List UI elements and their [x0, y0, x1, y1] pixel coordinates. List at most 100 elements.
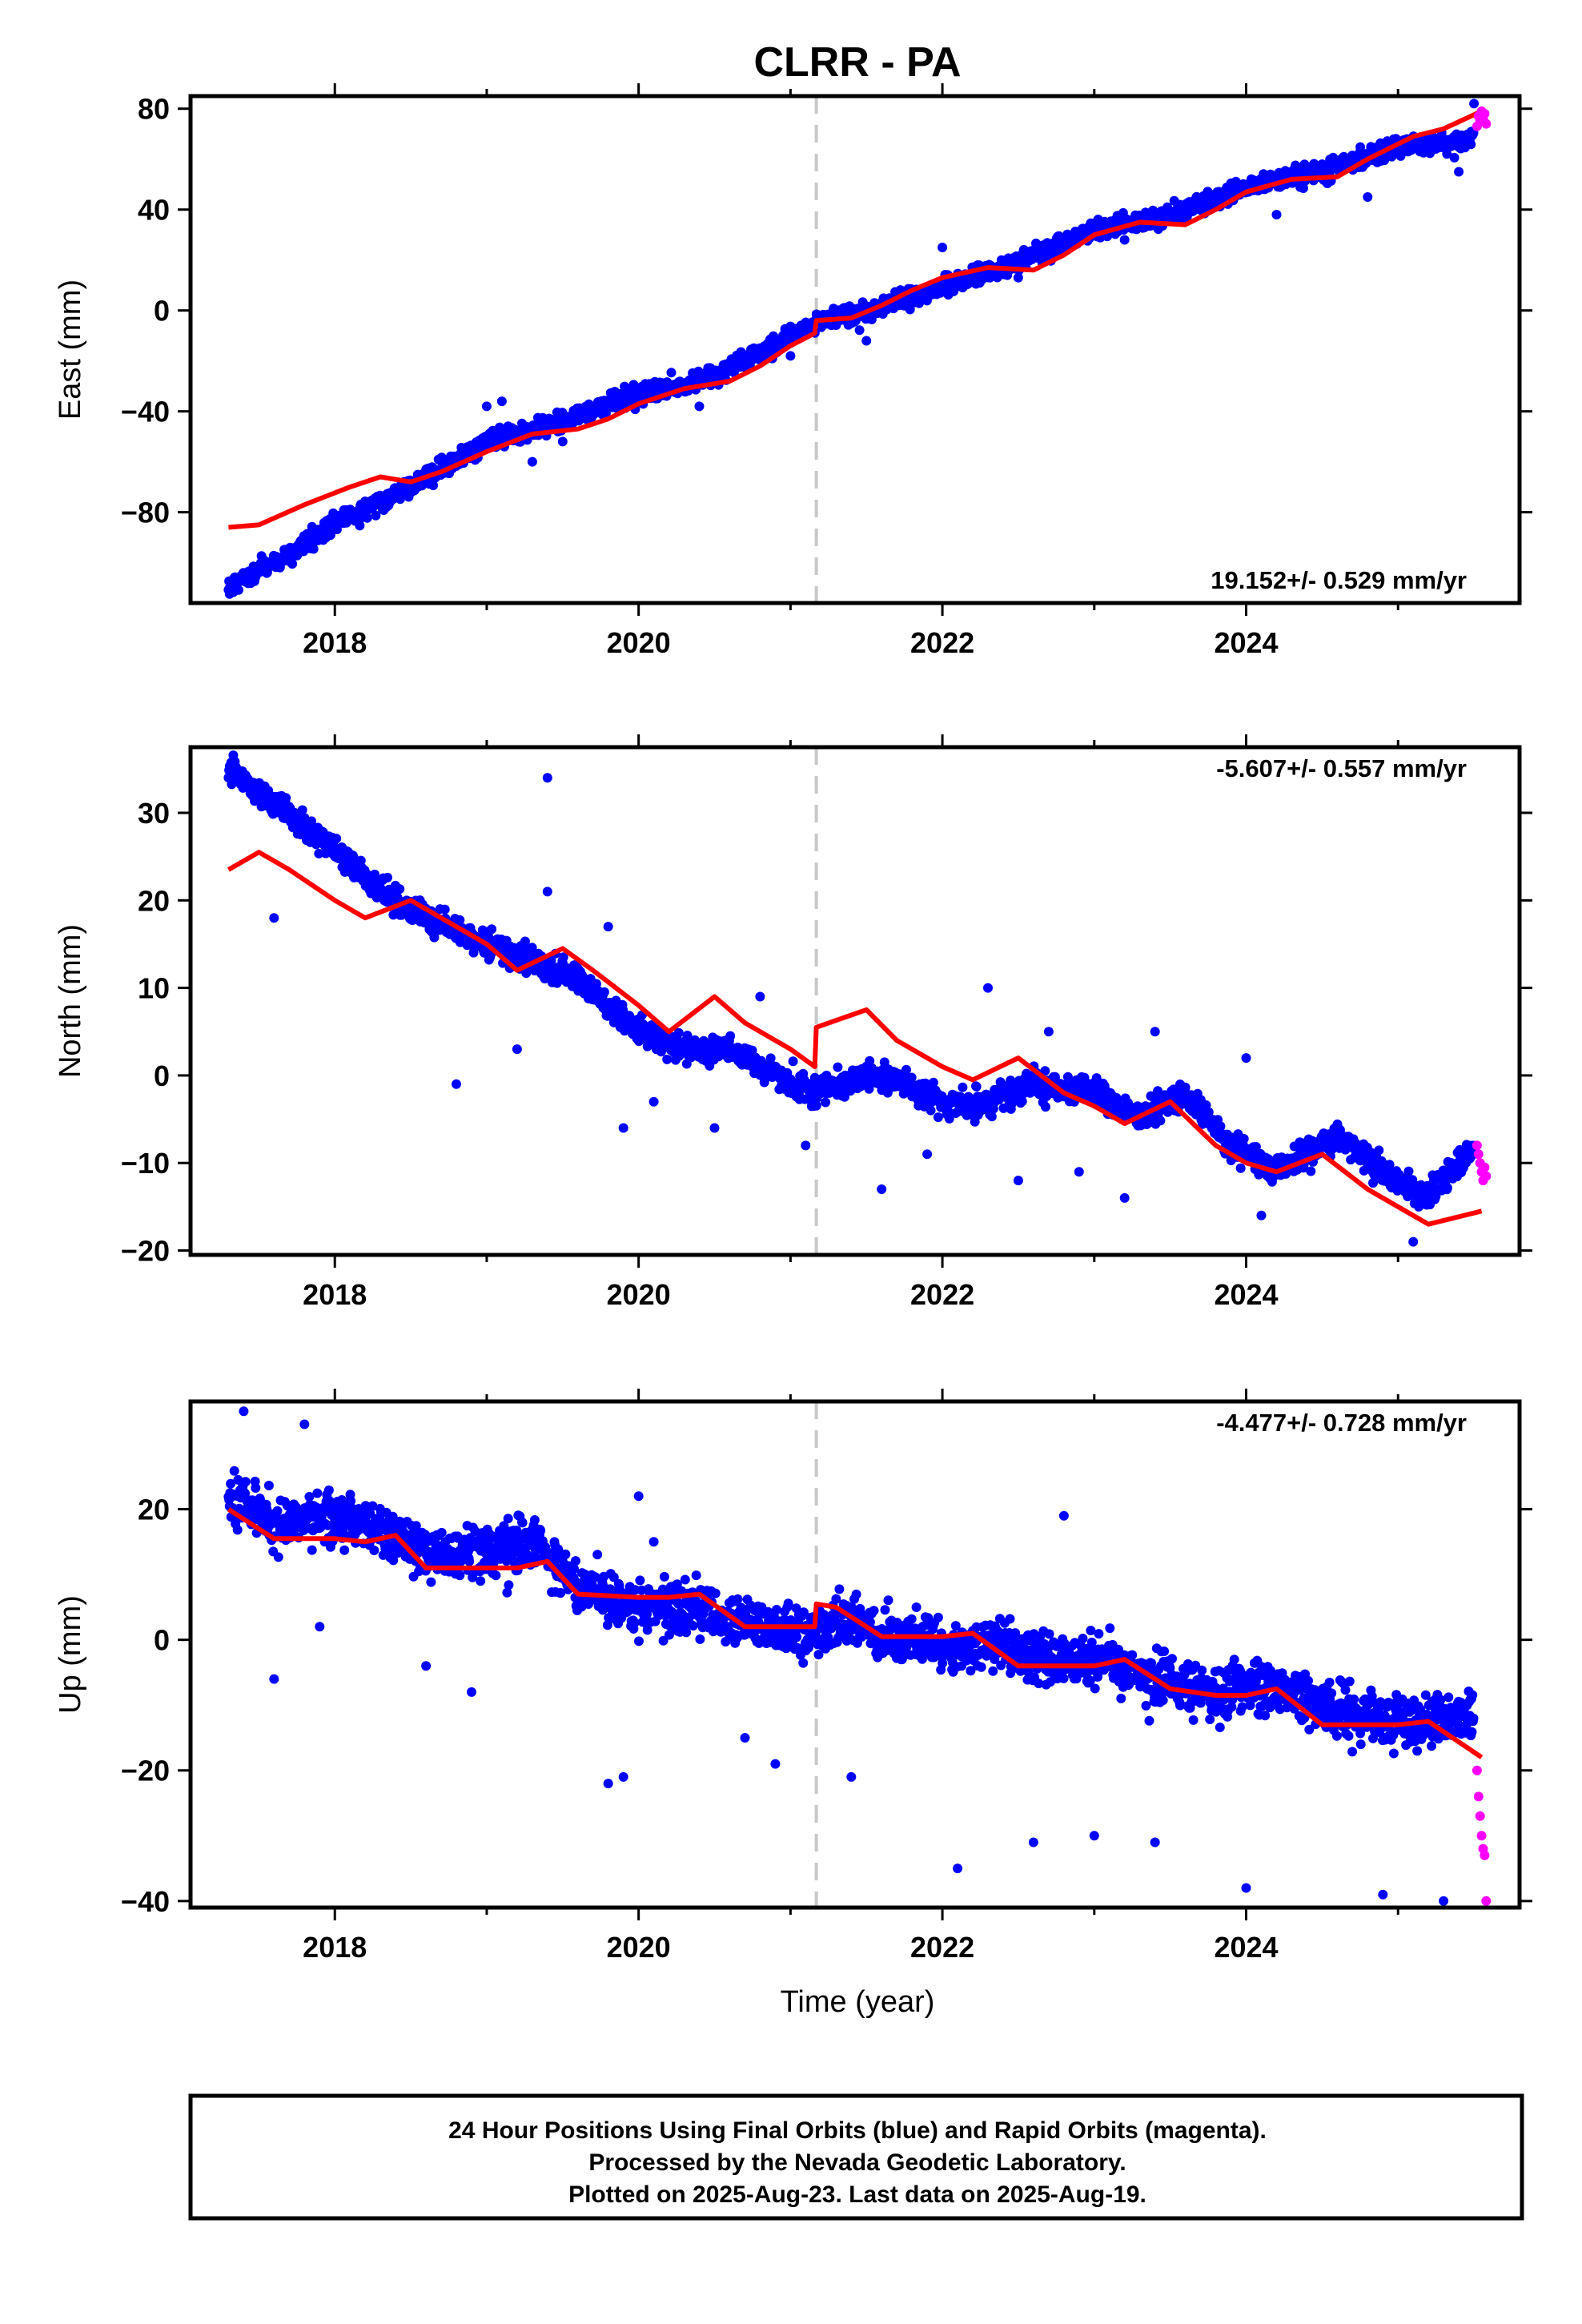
x-tick-label: 2022 — [910, 1278, 974, 1311]
outlier-point — [922, 1149, 933, 1160]
final-point — [1235, 1163, 1246, 1173]
outlier-point — [1256, 1210, 1267, 1220]
final-point — [1251, 1142, 1261, 1152]
rapid-point — [1480, 109, 1490, 119]
y-axis-label: North (mm) — [54, 924, 87, 1078]
final-point — [395, 884, 405, 895]
final-point — [232, 1525, 243, 1535]
final-point — [428, 480, 439, 491]
final-point — [733, 1042, 743, 1052]
outlier-point — [1119, 1192, 1130, 1203]
plot-area — [223, 1401, 1492, 1908]
rapid-orbit-points — [1472, 1140, 1492, 1186]
final-point — [864, 1084, 874, 1094]
x-tick-label: 2020 — [607, 1278, 671, 1311]
final-point — [297, 805, 307, 815]
final-point — [362, 513, 372, 523]
final-point — [455, 915, 465, 925]
plot-area — [223, 96, 1492, 603]
final-point — [725, 1031, 736, 1041]
outlier-point — [801, 1140, 811, 1151]
y-tick-label: −10 — [121, 1147, 170, 1180]
outlier-point — [1013, 1176, 1023, 1186]
final-point — [440, 904, 450, 915]
final-point — [662, 1054, 673, 1064]
final-point — [307, 1545, 317, 1555]
outlier-point — [785, 351, 796, 361]
rapid-orbit-points — [1472, 106, 1492, 131]
outlier-point — [1150, 1027, 1160, 1037]
y-tick-label: −40 — [121, 396, 170, 428]
final-point — [229, 1466, 239, 1476]
final-point — [1442, 149, 1452, 159]
outlier-point — [557, 436, 568, 447]
final-point — [1299, 183, 1308, 193]
velocity-rate-label: -5.607+/- 0.557 mm/yr — [1216, 754, 1467, 782]
rapid-point — [1480, 1162, 1490, 1172]
model-fit-line — [227, 850, 1483, 1227]
outlier-point — [861, 336, 872, 346]
rapid-point — [1481, 119, 1492, 129]
final-point — [487, 924, 497, 935]
outlier-point — [709, 1123, 720, 1133]
outlier-point — [496, 396, 507, 407]
final-point — [371, 510, 381, 521]
outlier-point — [542, 773, 552, 783]
outlier-point — [481, 401, 492, 412]
rapid-point — [1473, 1149, 1484, 1160]
x-tick-label: 2022 — [910, 626, 974, 659]
final-point — [673, 1027, 684, 1038]
outlier-point — [1271, 210, 1282, 219]
final-point — [943, 1107, 954, 1116]
final-orbit-points — [223, 750, 1479, 1247]
final-point — [281, 793, 291, 803]
rapid-point — [1481, 1171, 1492, 1181]
final-point — [520, 936, 530, 947]
y-tick-label: 40 — [138, 194, 170, 227]
y-tick-label: −20 — [121, 1235, 170, 1268]
final-point — [370, 869, 379, 879]
outlier-point — [1317, 159, 1327, 169]
outlier-point — [1469, 99, 1480, 109]
y-tick-label: 80 — [138, 93, 170, 126]
outlier-point — [603, 922, 613, 932]
outlier-point — [983, 983, 993, 993]
final-point — [1239, 1134, 1249, 1144]
outlier-point — [1013, 272, 1023, 283]
final-point — [971, 1081, 982, 1092]
x-tick-label: 2024 — [1214, 1278, 1278, 1311]
x-tick-label: 2024 — [1214, 626, 1278, 659]
final-point — [331, 525, 342, 535]
velocity-rate-label: 19.152+/- 0.529 mm/yr — [1211, 566, 1467, 594]
outlier-point — [1454, 167, 1464, 177]
final-point — [355, 855, 366, 866]
final-point — [944, 1113, 954, 1124]
outlier-point — [1074, 1167, 1084, 1177]
final-point — [1040, 1066, 1050, 1076]
final-point — [833, 1062, 843, 1072]
final-point — [854, 325, 865, 336]
final-point — [468, 947, 479, 958]
final-point — [928, 1077, 938, 1088]
outlier-point — [1043, 1027, 1054, 1037]
final-point — [240, 1477, 251, 1487]
final-point — [926, 1105, 936, 1116]
model-fit-line — [228, 109, 1483, 530]
final-point — [1449, 152, 1460, 163]
outlier-point — [1363, 192, 1373, 202]
final-point — [1368, 1178, 1378, 1188]
final-point — [308, 544, 319, 554]
final-point — [1443, 1183, 1452, 1193]
final-point — [234, 585, 243, 595]
final-point — [1215, 1121, 1226, 1132]
y-tick-label: 20 — [138, 884, 170, 917]
x-tick-label: 2020 — [607, 626, 671, 659]
final-point — [304, 1492, 315, 1502]
final-point — [1155, 1116, 1166, 1126]
outlier-point — [527, 456, 537, 467]
final-point — [263, 1481, 274, 1490]
outlier-point — [694, 401, 705, 412]
y-tick-label: −80 — [121, 497, 170, 529]
